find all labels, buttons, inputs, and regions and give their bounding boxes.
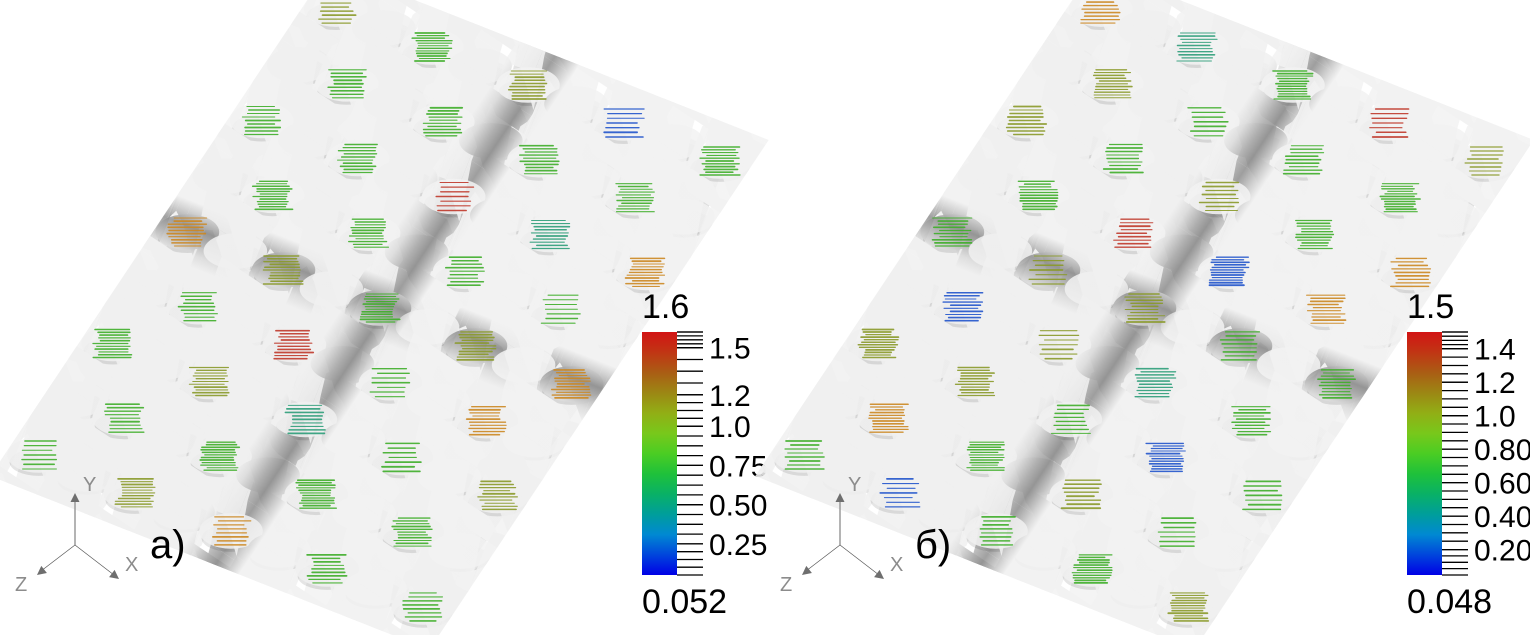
svg-text:0.75: 0.75 — [709, 450, 767, 483]
svg-text:0.40: 0.40 — [1474, 501, 1530, 534]
svg-text:Z: Z — [780, 574, 792, 596]
svg-text:0.048: 0.048 — [1407, 583, 1492, 621]
svg-text:0.80: 0.80 — [1474, 434, 1530, 467]
svg-text:1.0: 1.0 — [709, 411, 751, 444]
svg-text:1.6: 1.6 — [642, 288, 689, 326]
svg-text:0.20: 0.20 — [1474, 535, 1530, 568]
svg-text:X: X — [890, 554, 903, 576]
svg-text:1.5: 1.5 — [1407, 288, 1454, 326]
svg-text:1.2: 1.2 — [1474, 367, 1516, 400]
svg-text:X: X — [125, 554, 138, 576]
svg-text:1.5: 1.5 — [709, 333, 751, 366]
svg-text:1.2: 1.2 — [709, 380, 751, 413]
svg-text:Y: Y — [83, 474, 96, 496]
svg-text:0.50: 0.50 — [709, 490, 767, 523]
svg-text:0.25: 0.25 — [709, 529, 767, 562]
svg-text:1.4: 1.4 — [1474, 334, 1516, 367]
svg-text:Y: Y — [848, 474, 861, 496]
svg-text:1.0: 1.0 — [1474, 401, 1516, 434]
svg-text:Z: Z — [15, 574, 27, 596]
svg-text:б): б) — [915, 523, 951, 567]
svg-text:0.60: 0.60 — [1474, 468, 1530, 501]
svg-text:0.052: 0.052 — [642, 583, 727, 621]
svg-text:а): а) — [150, 523, 186, 567]
